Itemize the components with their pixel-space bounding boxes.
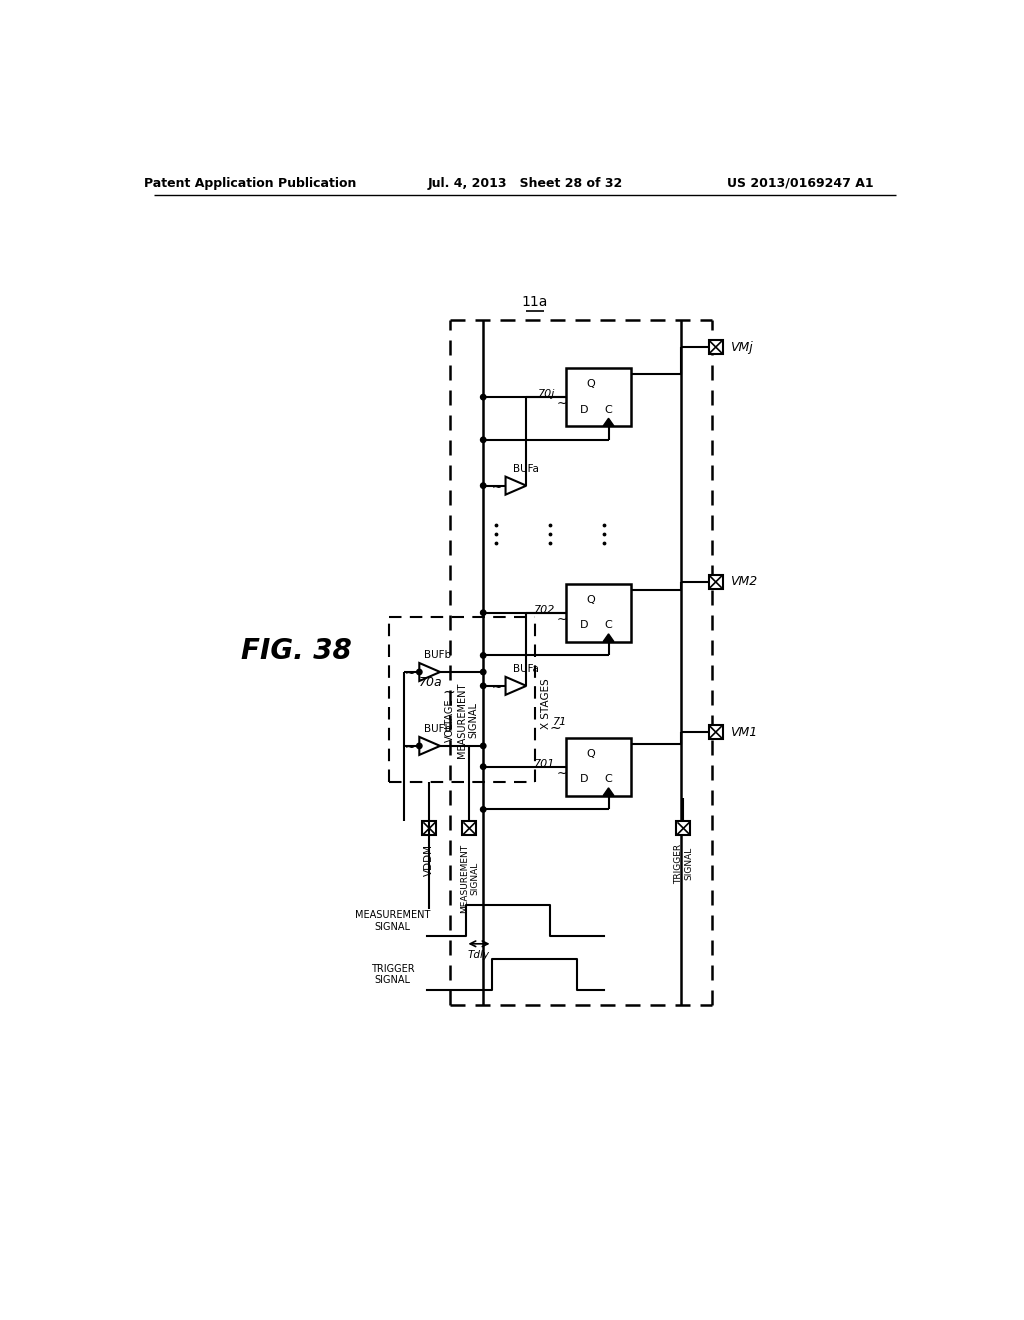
Text: C: C [604, 620, 612, 631]
Polygon shape [603, 418, 614, 426]
Circle shape [480, 395, 486, 400]
Text: BUFb: BUFb [424, 723, 452, 734]
Text: Q: Q [587, 748, 595, 759]
Text: MEASUREMENT
SIGNAL: MEASUREMENT SIGNAL [460, 843, 479, 913]
Circle shape [480, 669, 486, 675]
Text: Q: Q [587, 379, 595, 389]
Text: VDDM: VDDM [424, 843, 434, 875]
Text: Tdly: Tdly [468, 949, 490, 960]
Text: X STAGES: X STAGES [542, 678, 551, 729]
Bar [422, 821, 436, 836]
Text: BUFa: BUFa [513, 664, 539, 673]
Text: ∼: ∼ [557, 767, 567, 779]
Text: 701: 701 [534, 759, 555, 768]
Text: ∼: ∼ [492, 681, 502, 694]
Bar [709, 576, 723, 589]
Bar [709, 725, 723, 739]
Text: Patent Application Publication: Patent Application Publication [143, 177, 356, 190]
Polygon shape [419, 737, 440, 755]
Bar [709, 341, 723, 354]
Bar [566, 738, 632, 796]
Circle shape [480, 743, 486, 748]
Text: ∼: ∼ [442, 685, 455, 700]
Text: US 2013/0169247 A1: US 2013/0169247 A1 [727, 177, 873, 190]
Polygon shape [419, 663, 440, 681]
Polygon shape [506, 677, 526, 694]
Text: TRIGGER
SIGNAL: TRIGGER SIGNAL [371, 964, 414, 986]
Circle shape [480, 437, 486, 442]
Bar [677, 821, 690, 836]
Text: ∼: ∼ [557, 612, 567, 626]
Circle shape [480, 483, 486, 488]
Text: ∼: ∼ [550, 721, 561, 735]
Text: D: D [580, 775, 589, 784]
Text: 70a: 70a [419, 676, 442, 689]
Circle shape [480, 610, 486, 615]
Bar [566, 583, 632, 642]
Circle shape [417, 669, 422, 675]
Circle shape [480, 764, 486, 770]
Text: BUFb: BUFb [424, 649, 452, 660]
Text: 70j: 70j [538, 389, 555, 399]
Circle shape [480, 653, 486, 659]
Text: C: C [604, 405, 612, 414]
Text: VM1: VM1 [730, 726, 757, 739]
Text: ∼: ∼ [404, 741, 416, 754]
Text: VMj: VMj [730, 341, 753, 354]
Text: ∼: ∼ [404, 667, 416, 680]
Text: D: D [580, 405, 589, 414]
Text: 702: 702 [534, 605, 555, 615]
Text: Jul. 4, 2013   Sheet 28 of 32: Jul. 4, 2013 Sheet 28 of 32 [427, 177, 623, 190]
Text: 11a: 11a [521, 294, 548, 309]
Bar [463, 821, 476, 836]
Text: BUFa: BUFa [513, 463, 539, 474]
Polygon shape [603, 788, 614, 796]
Circle shape [417, 743, 422, 748]
Text: MEASUREMENT
SIGNAL: MEASUREMENT SIGNAL [354, 909, 430, 932]
Text: C: C [604, 775, 612, 784]
Bar [566, 368, 632, 426]
Text: D: D [580, 620, 589, 631]
Text: Q: Q [587, 595, 595, 605]
Polygon shape [603, 634, 614, 642]
Circle shape [480, 684, 486, 689]
Text: TRIGGER
SIGNAL: TRIGGER SIGNAL [674, 843, 693, 884]
Text: ∼: ∼ [557, 397, 567, 409]
Polygon shape [506, 477, 526, 495]
Text: VOLTAGE
MEASUREMENT
SIGNAL: VOLTAGE MEASUREMENT SIGNAL [445, 682, 478, 758]
Text: ∼: ∼ [492, 480, 502, 494]
Circle shape [480, 807, 486, 812]
Text: VM2: VM2 [730, 576, 757, 589]
Text: 71: 71 [553, 717, 566, 727]
Text: FIG. 38: FIG. 38 [241, 638, 351, 665]
